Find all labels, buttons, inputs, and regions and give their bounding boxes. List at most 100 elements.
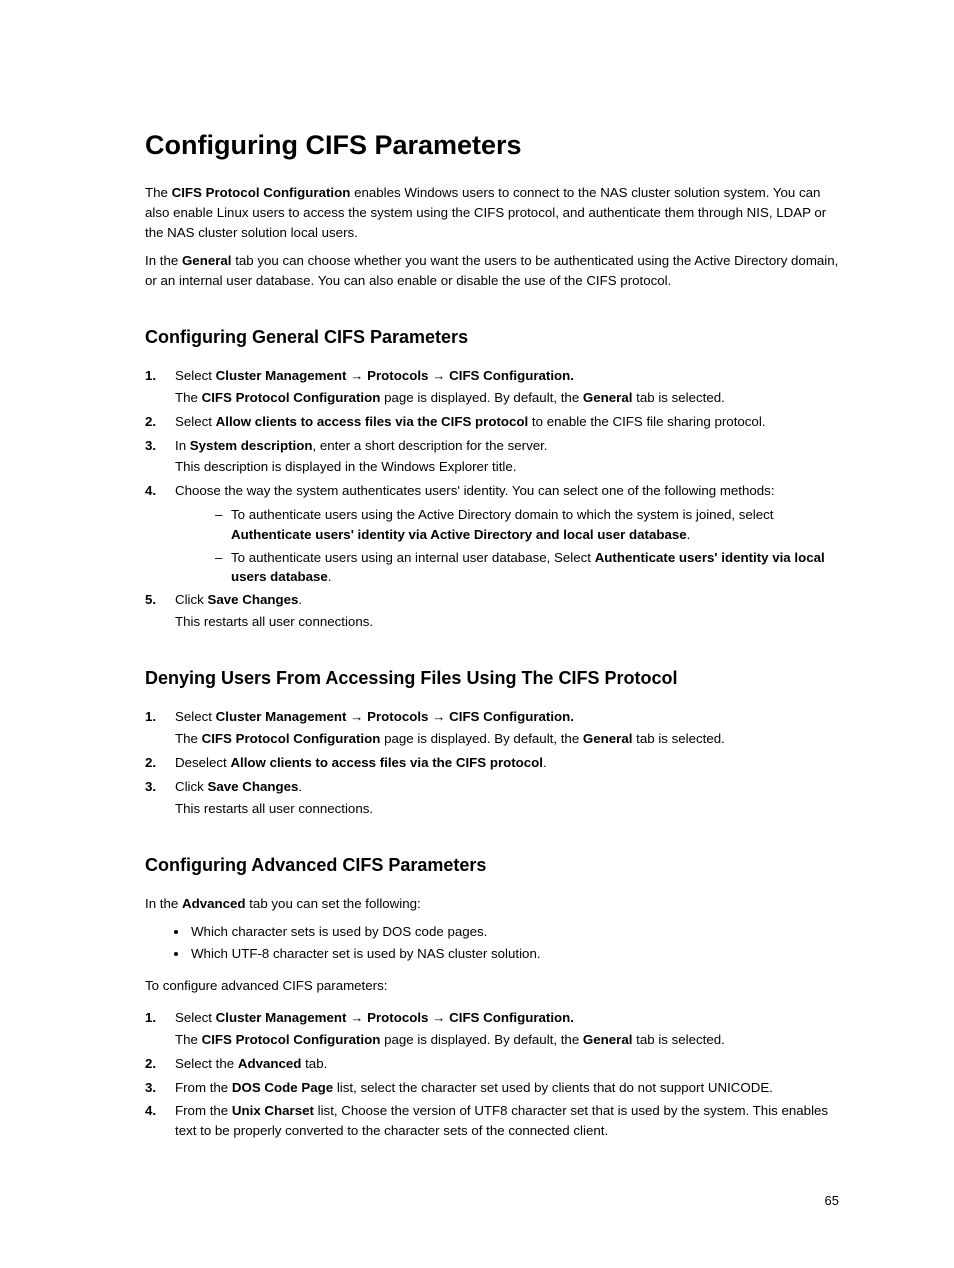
bold-text: Authenticate users' identity via Active … xyxy=(231,527,687,542)
bold-text: Protocols xyxy=(367,368,428,383)
page-title: Configuring CIFS Parameters xyxy=(145,130,839,161)
text: → xyxy=(346,709,367,724)
section-heading: Configuring General CIFS Parameters xyxy=(145,327,839,348)
text: → xyxy=(346,1010,367,1025)
text: The xyxy=(175,390,202,405)
bold-text: System description xyxy=(190,438,313,453)
step-item: Click Save Changes. This restarts all us… xyxy=(145,777,839,819)
bold-text: CIFS Configuration. xyxy=(449,1010,574,1025)
text: Select xyxy=(175,368,216,383)
text: Select the xyxy=(175,1056,238,1071)
step-followup: This restarts all user connections. xyxy=(175,799,839,819)
bold-text: Allow clients to access files via the CI… xyxy=(230,755,543,770)
step-list: Select Cluster Management → Protocols → … xyxy=(145,707,839,819)
text: tab is selected. xyxy=(632,731,724,746)
bold-text: Advanced xyxy=(182,896,246,911)
document-page: Configuring CIFS Parameters The CIFS Pro… xyxy=(0,0,954,1268)
step-followup: The CIFS Protocol Configuration page is … xyxy=(175,388,839,408)
step-item: Select Cluster Management → Protocols → … xyxy=(145,1008,839,1050)
text: → xyxy=(346,368,367,383)
bold-text: General xyxy=(583,1032,633,1047)
bold-text: Unix Charset xyxy=(232,1103,314,1118)
bold-text: General xyxy=(182,253,232,268)
bold-text: Protocols xyxy=(367,1010,428,1025)
intro-paragraph-2: In the General tab you can choose whethe… xyxy=(145,251,839,291)
substep-item: To authenticate users using the Active D… xyxy=(215,505,839,544)
intro-paragraph-1: The CIFS Protocol Configuration enables … xyxy=(145,183,839,243)
page-number: 65 xyxy=(825,1193,839,1208)
step-item: Select the Advanced tab. xyxy=(145,1054,839,1074)
text: To authenticate users using the Active D… xyxy=(231,507,773,522)
bold-text: CIFS Configuration. xyxy=(449,368,574,383)
text: tab. xyxy=(301,1056,327,1071)
text: Select xyxy=(175,1010,216,1025)
text: → xyxy=(428,368,449,383)
step-item: Select Cluster Management → Protocols → … xyxy=(145,366,839,408)
text: In the xyxy=(145,896,182,911)
text: → xyxy=(428,709,449,724)
text: tab you can set the following: xyxy=(246,896,421,911)
step-list: Select Cluster Management → Protocols → … xyxy=(145,1008,839,1142)
step-item: Click Save Changes. This restarts all us… xyxy=(145,590,839,632)
bold-text: Advanced xyxy=(238,1056,302,1071)
step-item: In System description, enter a short des… xyxy=(145,436,839,478)
text: page is displayed. By default, the xyxy=(380,1032,583,1047)
bold-text: Save Changes xyxy=(208,779,299,794)
text: The xyxy=(145,185,172,200)
bold-text: Cluster Management xyxy=(216,368,347,383)
text: tab is selected. xyxy=(632,390,724,405)
section-lead: In the Advanced tab you can set the foll… xyxy=(145,894,839,914)
bold-text: CIFS Protocol Configuration xyxy=(202,731,381,746)
text: . xyxy=(298,592,302,607)
bold-text: General xyxy=(583,731,633,746)
step-followup: The CIFS Protocol Configuration page is … xyxy=(175,729,839,749)
step-followup: The CIFS Protocol Configuration page is … xyxy=(175,1030,839,1050)
bold-text: CIFS Configuration. xyxy=(449,709,574,724)
text: From the xyxy=(175,1103,232,1118)
text: . xyxy=(328,569,332,584)
text: Deselect xyxy=(175,755,230,770)
step-list: Select Cluster Management → Protocols → … xyxy=(145,366,839,633)
text: , enter a short description for the serv… xyxy=(312,438,547,453)
bold-text: Protocols xyxy=(367,709,428,724)
bold-text: CIFS Protocol Configuration xyxy=(202,390,381,405)
bold-text: Cluster Management xyxy=(216,709,347,724)
text: tab you can choose whether you want the … xyxy=(145,253,838,288)
text: The xyxy=(175,1032,202,1047)
bullet-list: Which character sets is used by DOS code… xyxy=(189,922,839,964)
bold-text: Allow clients to access files via the CI… xyxy=(216,414,529,429)
step-item: From the Unix Charset list, Choose the v… xyxy=(145,1101,839,1141)
step-item: Deselect Allow clients to access files v… xyxy=(145,753,839,773)
text: Select xyxy=(175,414,216,429)
text: Choose the way the system authenticates … xyxy=(175,483,775,498)
text: list, select the character set used by c… xyxy=(333,1080,773,1095)
text: . xyxy=(298,779,302,794)
bold-text: CIFS Protocol Configuration xyxy=(202,1032,381,1047)
text: From the xyxy=(175,1080,232,1095)
step-item: Select Allow clients to access files via… xyxy=(145,412,839,432)
text: to enable the CIFS file sharing protocol… xyxy=(528,414,765,429)
substep-item: To authenticate users using an internal … xyxy=(215,548,839,587)
text: . xyxy=(687,527,691,542)
text: → xyxy=(428,1010,449,1025)
text: Select xyxy=(175,709,216,724)
text: The xyxy=(175,731,202,746)
bold-text: General xyxy=(583,390,633,405)
text: page is displayed. By default, the xyxy=(380,390,583,405)
bold-text: Cluster Management xyxy=(216,1010,347,1025)
text: In xyxy=(175,438,190,453)
section-heading: Denying Users From Accessing Files Using… xyxy=(145,668,839,689)
bold-text: DOS Code Page xyxy=(232,1080,333,1095)
bold-text: CIFS Protocol Configuration xyxy=(172,185,351,200)
step-item: From the DOS Code Page list, select the … xyxy=(145,1078,839,1098)
bullet-item: Which character sets is used by DOS code… xyxy=(189,922,839,942)
text: To authenticate users using an internal … xyxy=(231,550,595,565)
step-item: Select Cluster Management → Protocols → … xyxy=(145,707,839,749)
step-followup: This restarts all user connections. xyxy=(175,612,839,632)
text: tab is selected. xyxy=(632,1032,724,1047)
substep-list: To authenticate users using the Active D… xyxy=(215,505,839,586)
bold-text: Save Changes xyxy=(208,592,299,607)
section-heading: Configuring Advanced CIFS Parameters xyxy=(145,855,839,876)
text: Click xyxy=(175,592,208,607)
section-lead: To configure advanced CIFS parameters: xyxy=(145,976,839,996)
